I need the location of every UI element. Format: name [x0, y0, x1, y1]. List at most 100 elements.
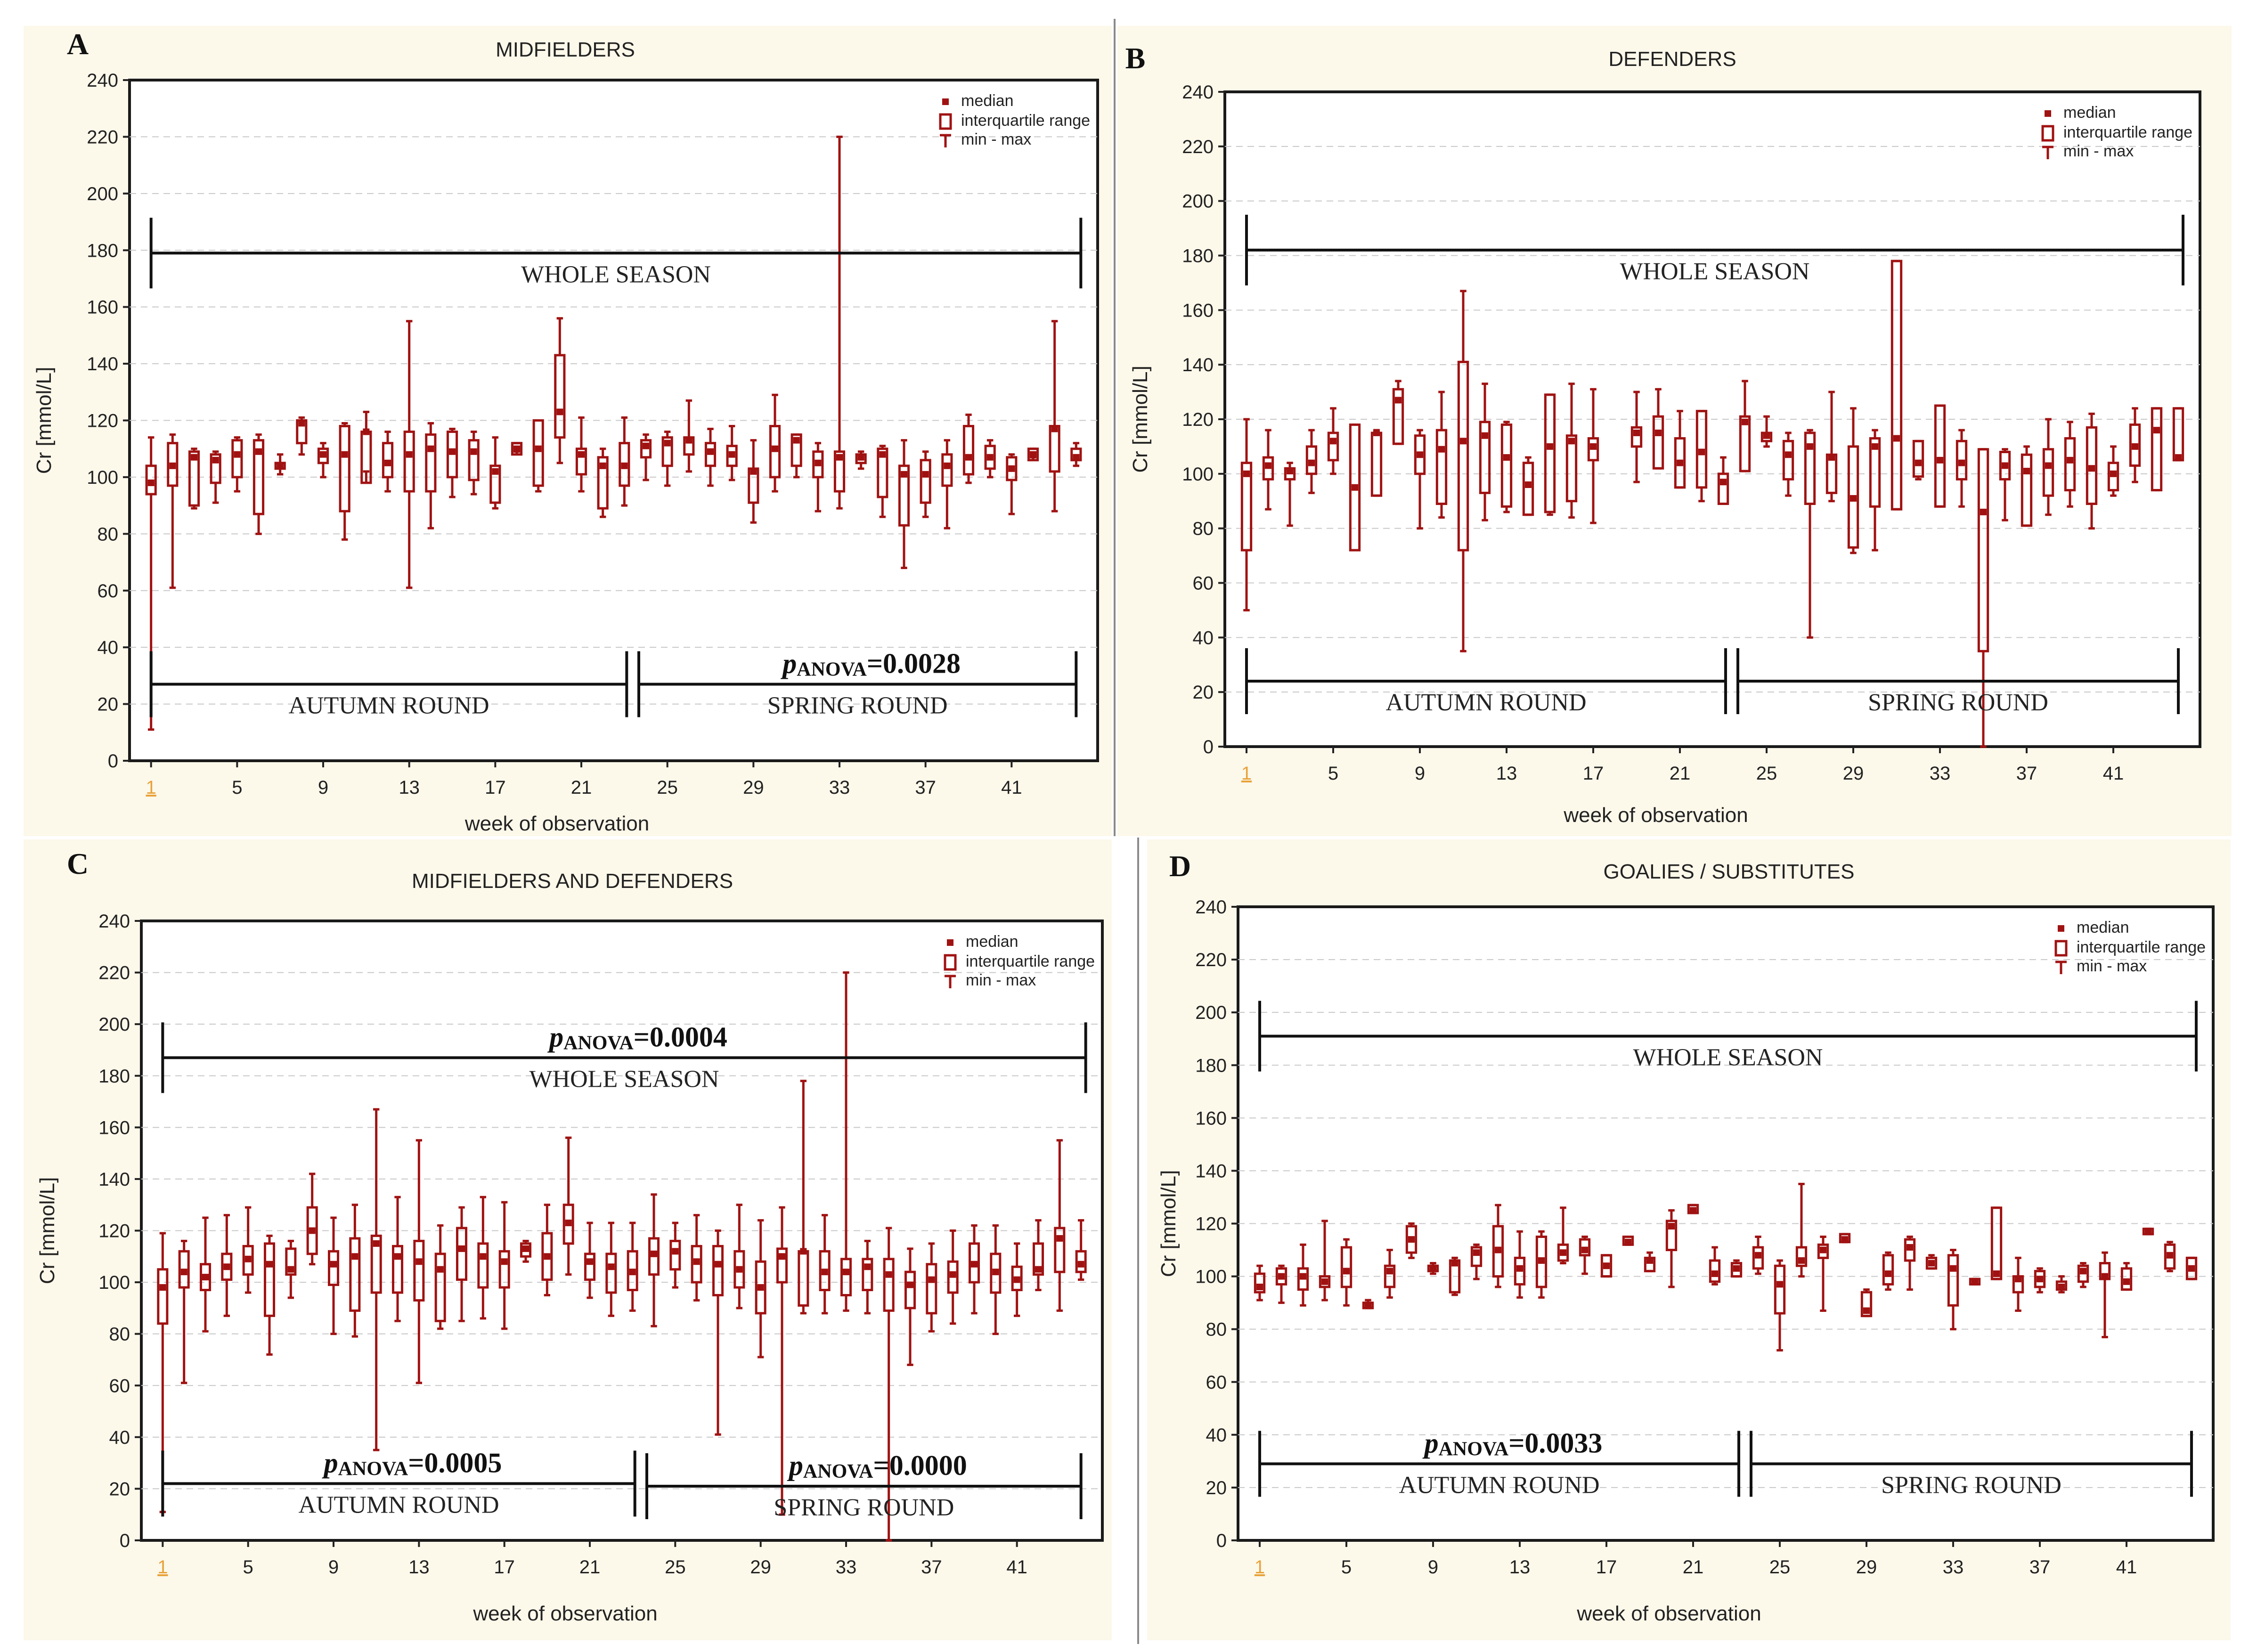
- box-week-9: [1427, 1262, 1439, 1275]
- iqr-box: [199, 1263, 212, 1292]
- iqr-box: [968, 1242, 980, 1284]
- median-marker: [1321, 1278, 1328, 1285]
- box-week-21: [584, 1221, 596, 1299]
- chart-panel-A: MIDFIELDERS A 0 20 40 60 80 100 120 140 160 180 200 2…: [24, 26, 1112, 836]
- y-tick-label: 160: [1182, 300, 1214, 321]
- box-week-31: [798, 1080, 809, 1315]
- box-week-7: [1384, 1249, 1396, 1299]
- median-marker: [1690, 1207, 1696, 1214]
- period-bracket-spring: SPRING ROUND: [1736, 648, 2180, 716]
- iqr-box: [1860, 1291, 1873, 1318]
- iqr-box: [541, 1232, 553, 1281]
- median-marker: [1980, 508, 1987, 515]
- box-week-26: [1795, 1182, 1808, 1278]
- x-tick-label: 29: [1856, 1557, 1877, 1578]
- box-week-27: [1817, 1236, 1829, 1312]
- iqr-box: [840, 1258, 852, 1296]
- iqr-box: [2164, 1243, 2176, 1270]
- iqr-box: [1075, 1250, 1087, 1273]
- x-tick-label: 13: [408, 1557, 430, 1578]
- median-marker: [1742, 418, 1748, 425]
- median-marker: [1872, 443, 1878, 450]
- box-week-33: [840, 971, 852, 1312]
- y-tick-label: 200: [1195, 1002, 1227, 1023]
- x-tick-label: 13: [1509, 1557, 1531, 1578]
- y-tick-label: 80: [109, 1324, 130, 1345]
- y-tick-label: 160: [98, 1117, 130, 1138]
- median-marker: [406, 451, 413, 458]
- box-week-11: [370, 1108, 382, 1451]
- median-marker: [1763, 432, 1770, 439]
- median-marker: [1915, 459, 1922, 466]
- box-week-4: [1319, 1220, 1331, 1302]
- median-marker: [1590, 443, 1597, 450]
- box-week-34: [1969, 1278, 1981, 1286]
- iqr-box: [1392, 388, 1404, 445]
- chart-panel-B: DEFENDERS B 0 20 40 60 80 100 120 140 160 180 200 220…: [1117, 26, 2232, 836]
- p-value-number: =0.0005: [408, 1447, 502, 1478]
- x-tick-label: 5: [1328, 763, 1338, 784]
- median-marker: [1308, 459, 1315, 466]
- median-marker: [244, 1255, 252, 1262]
- iqr-box: [221, 1253, 233, 1281]
- box-week-41: [1006, 453, 1018, 515]
- box-week-40: [984, 439, 996, 479]
- x-tick-label: 41: [1001, 777, 1022, 798]
- median-marker: [1343, 1268, 1350, 1275]
- x-tick-label: 9: [1415, 763, 1425, 784]
- box-week-29: [748, 439, 759, 524]
- legend-minmax-label: min - max: [2063, 142, 2134, 160]
- x-tick-label: 17: [1596, 1557, 1617, 1578]
- median-marker: [672, 1248, 679, 1255]
- box-week-40: [990, 1224, 1002, 1335]
- median-marker: [1711, 1270, 1718, 1277]
- iqr-box: [1254, 1272, 1266, 1294]
- iqr-box: [1587, 437, 1599, 462]
- box-week-12: [1479, 382, 1491, 521]
- median-marker: [449, 448, 456, 455]
- iqr-box: [1847, 445, 1859, 549]
- box-week-16: [477, 1196, 489, 1320]
- iqr-box: [605, 1253, 617, 1294]
- iqr-box: [1579, 1238, 1591, 1257]
- iqr-box: [446, 431, 458, 479]
- median-marker: [2175, 454, 2182, 461]
- box-week-41: [1011, 1242, 1023, 1317]
- box-week-24: [1752, 1236, 1764, 1275]
- box-week-6: [1349, 423, 1361, 552]
- p-subscript: ANOVA: [797, 659, 867, 680]
- box-week-38: [947, 1229, 959, 1325]
- median-marker: [1386, 1268, 1393, 1275]
- box-week-6: [253, 433, 265, 535]
- box-week-31: [1890, 260, 1903, 511]
- x-axis-title: week of observation: [464, 812, 649, 835]
- iqr-box: [1804, 431, 1816, 505]
- iqr-box: [1262, 456, 1274, 480]
- median-marker: [864, 1263, 871, 1270]
- period-label: WHOLE SEASON: [1620, 258, 1810, 285]
- legend-iqr-swatch: [944, 954, 957, 971]
- median-marker: [836, 454, 843, 461]
- median-marker: [608, 1263, 615, 1270]
- median-marker: [458, 1245, 465, 1252]
- iqr-box: [962, 425, 975, 476]
- median-marker: [1785, 451, 1792, 458]
- box-week-29: [1860, 1288, 1873, 1318]
- iqr-box: [1695, 410, 1708, 489]
- iqr-box: [157, 1268, 169, 1325]
- median-marker: [1668, 1223, 1675, 1230]
- median-marker: [685, 437, 693, 444]
- box-week-27: [1804, 429, 1816, 639]
- box-week-26: [691, 1214, 702, 1302]
- box-week-3: [1297, 1243, 1309, 1307]
- y-tick-label: 20: [1193, 682, 1214, 703]
- median-marker: [815, 459, 822, 466]
- iqr-box: [1535, 1236, 1548, 1288]
- x-tick-label: 25: [1769, 1557, 1791, 1578]
- p-symbol: p: [547, 1021, 563, 1052]
- median-marker: [651, 1250, 657, 1257]
- box-week-17: [1587, 388, 1599, 524]
- box-week-22: [605, 1221, 617, 1317]
- iqr-box: [1492, 1225, 1504, 1278]
- median-marker: [309, 1227, 316, 1234]
